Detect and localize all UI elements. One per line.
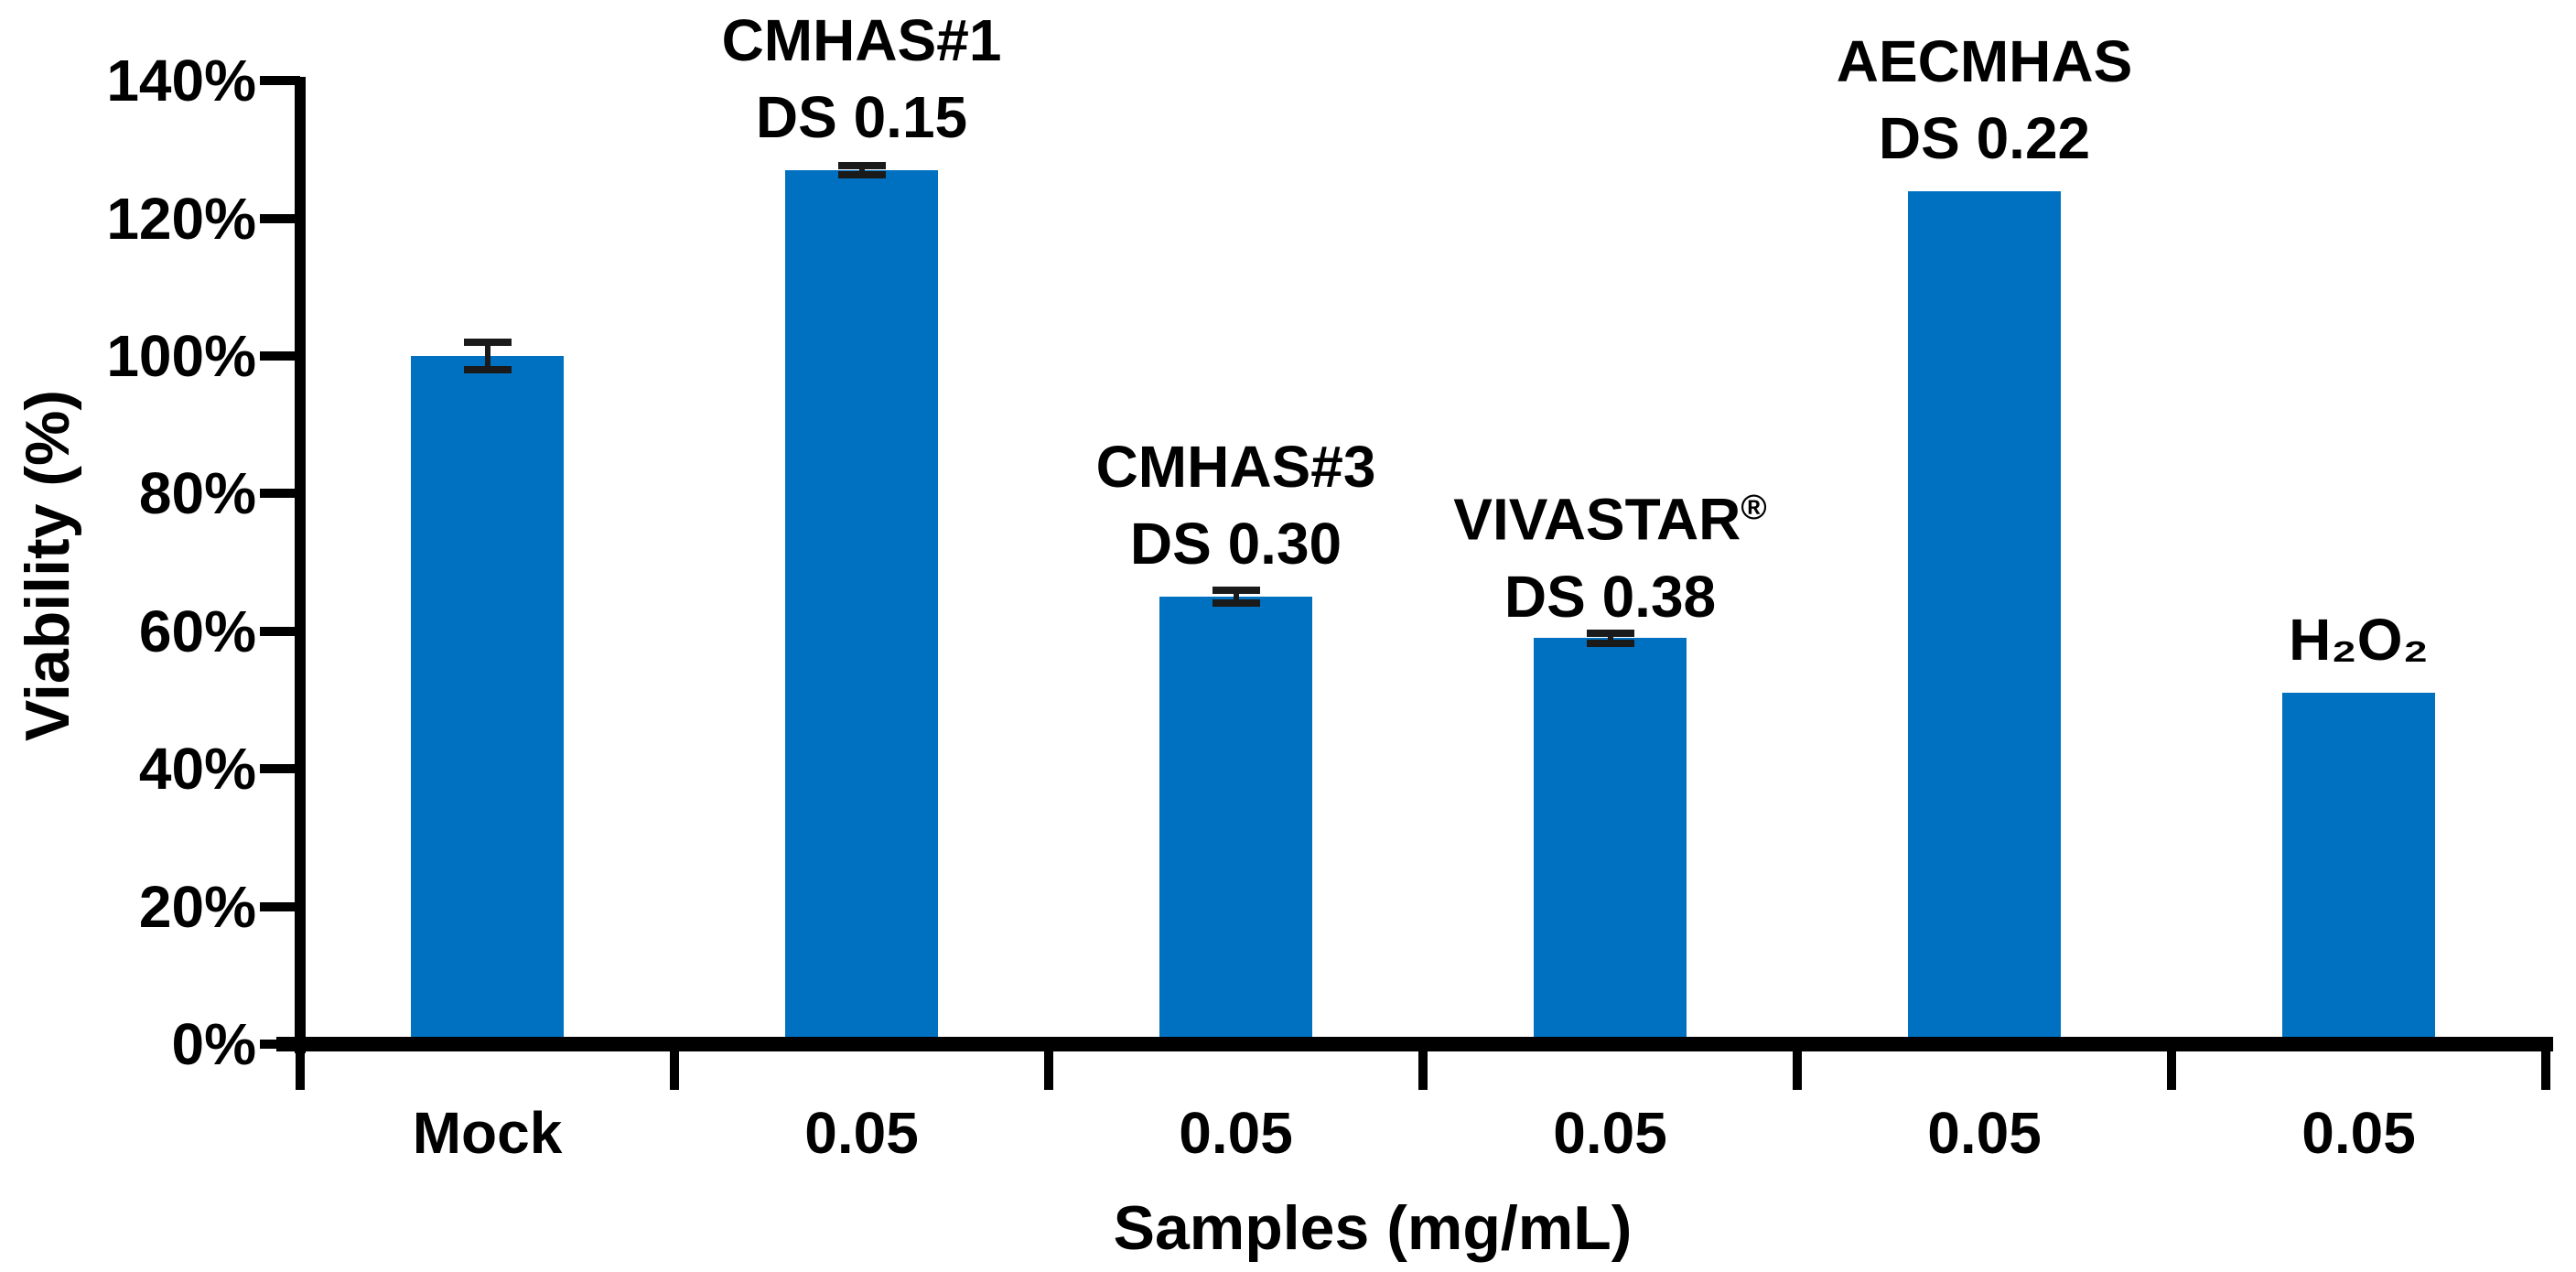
y-tick-label: 0% bbox=[171, 1011, 257, 1077]
bar-annotation: AECMHAS DS 0.22 bbox=[1836, 27, 2133, 171]
y-tick-label: 60% bbox=[138, 598, 256, 664]
y-tick-label: 120% bbox=[106, 185, 256, 252]
y-tick bbox=[260, 764, 300, 774]
bar bbox=[1534, 638, 1687, 1048]
error-bar-cap-top bbox=[837, 161, 886, 169]
bar bbox=[1908, 190, 2061, 1048]
error-bar-line bbox=[858, 165, 865, 176]
x-tick-label: Mock bbox=[412, 1100, 563, 1166]
y-tick bbox=[260, 76, 300, 86]
bar bbox=[411, 356, 564, 1048]
x-tick bbox=[670, 1044, 679, 1090]
error-bar-line bbox=[1607, 633, 1613, 643]
x-tick bbox=[2167, 1044, 2176, 1090]
x-axis-line bbox=[276, 1037, 2553, 1051]
error-bar-cap-top bbox=[1212, 587, 1260, 595]
x-tick-label: 0.05 bbox=[1179, 1100, 1293, 1166]
x-tick bbox=[1044, 1044, 1053, 1090]
y-tick-label: 140% bbox=[106, 48, 256, 114]
y-tick bbox=[260, 901, 300, 911]
y-tick-label: 100% bbox=[106, 323, 256, 389]
error-bar-line bbox=[1233, 590, 1239, 603]
bar bbox=[785, 169, 938, 1048]
x-axis-title: Samples (mg/mL) bbox=[1113, 1193, 1633, 1263]
error-bar-cap-bottom bbox=[837, 171, 886, 179]
y-axis-title: Viability (%) bbox=[13, 389, 82, 742]
y-axis-line bbox=[295, 77, 306, 1053]
x-tick-label: 0.05 bbox=[804, 1100, 919, 1166]
bar-annotation: H₂O₂ bbox=[2289, 607, 2429, 674]
y-tick bbox=[260, 351, 300, 361]
x-tick bbox=[1793, 1044, 1802, 1090]
error-bar-cap-top bbox=[1586, 630, 1634, 638]
y-tick bbox=[260, 626, 300, 636]
bar-annotation: CMHAS#3 DS 0.30 bbox=[1095, 434, 1376, 577]
error-bar-cap-top bbox=[463, 338, 512, 346]
y-tick-label: 20% bbox=[138, 873, 256, 940]
error-bar-cap-bottom bbox=[1586, 639, 1634, 647]
x-tick-label: 0.05 bbox=[1927, 1100, 2042, 1166]
bar bbox=[1159, 597, 1312, 1048]
x-tick bbox=[2541, 1044, 2550, 1090]
x-tick-label: 0.05 bbox=[1553, 1100, 1667, 1166]
bar-annotation: VIVASTAR® DS 0.38 bbox=[1453, 486, 1767, 630]
x-tick bbox=[1418, 1044, 1428, 1090]
error-bar-cap-bottom bbox=[463, 366, 512, 374]
error-bar-line bbox=[484, 341, 490, 371]
bar-annotation: CMHAS#1 DS 0.15 bbox=[721, 6, 1002, 150]
x-tick-label: 0.05 bbox=[2301, 1100, 2416, 1166]
error-bar-cap-bottom bbox=[1212, 598, 1260, 607]
y-tick bbox=[260, 213, 300, 223]
x-tick bbox=[296, 1044, 305, 1090]
y-tick-label: 40% bbox=[138, 736, 256, 803]
y-tick bbox=[260, 1040, 300, 1049]
y-tick-label: 80% bbox=[138, 460, 256, 527]
bar bbox=[2282, 693, 2435, 1048]
y-tick bbox=[260, 489, 300, 499]
